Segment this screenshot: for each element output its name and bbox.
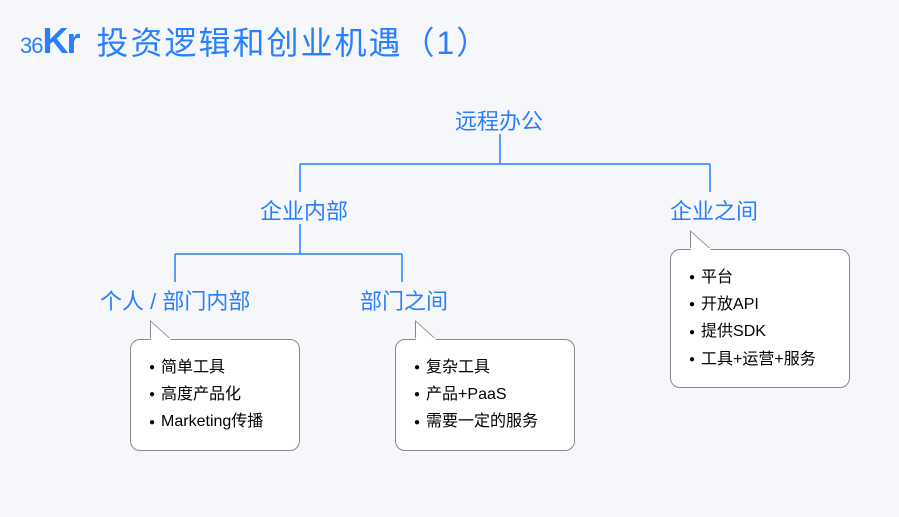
page-title: 投资逻辑和创业机遇（1） bbox=[97, 18, 491, 64]
speech-tail bbox=[691, 232, 711, 250]
bullet-item: 需要一定的服务 bbox=[414, 408, 556, 435]
node-enterprise-between: 企业之间 bbox=[670, 194, 758, 226]
node-enterprise-internal: 企业内部 bbox=[260, 194, 348, 226]
bullet-item: Marketing传播 bbox=[149, 408, 281, 435]
logo-suffix: Kr bbox=[42, 20, 78, 62]
speech-bubble-l2b: 复杂工具产品+PaaS需要一定的服务 bbox=[395, 339, 575, 451]
node-root: 远程办公 bbox=[455, 104, 543, 136]
bullet-item: 产品+PaaS bbox=[414, 381, 556, 408]
bullet-list: 平台开放API提供SDK工具+运营+服务 bbox=[689, 264, 831, 373]
bullet-item: 开放API bbox=[689, 291, 831, 318]
bullet-list: 简单工具高度产品化Marketing传播 bbox=[149, 354, 281, 436]
speech-tail bbox=[416, 322, 436, 340]
bullet-list: 复杂工具产品+PaaS需要一定的服务 bbox=[414, 354, 556, 436]
bullet-item: 高度产品化 bbox=[149, 381, 281, 408]
bullet-item: 平台 bbox=[689, 264, 831, 291]
node-dept-between: 部门之间 bbox=[360, 284, 448, 316]
logo-prefix: 36 bbox=[20, 33, 42, 59]
bullet-item: 提供SDK bbox=[689, 318, 831, 345]
tree-diagram: 远程办公 企业内部 企业之间 个人 / 部门内部 部门之间 简单工具高度产品化M… bbox=[0, 64, 899, 504]
bullet-item: 简单工具 bbox=[149, 354, 281, 381]
node-personal-dept: 个人 / 部门内部 bbox=[100, 284, 250, 316]
bullet-item: 工具+运营+服务 bbox=[689, 346, 831, 373]
speech-bubble-l2a: 简单工具高度产品化Marketing传播 bbox=[130, 339, 300, 451]
logo-36kr: 36 Kr bbox=[20, 20, 79, 62]
bullet-item: 复杂工具 bbox=[414, 354, 556, 381]
header: 36 Kr 投资逻辑和创业机遇（1） bbox=[0, 0, 899, 64]
speech-tail bbox=[151, 322, 171, 340]
speech-bubble-l1b: 平台开放API提供SDK工具+运营+服务 bbox=[670, 249, 850, 388]
